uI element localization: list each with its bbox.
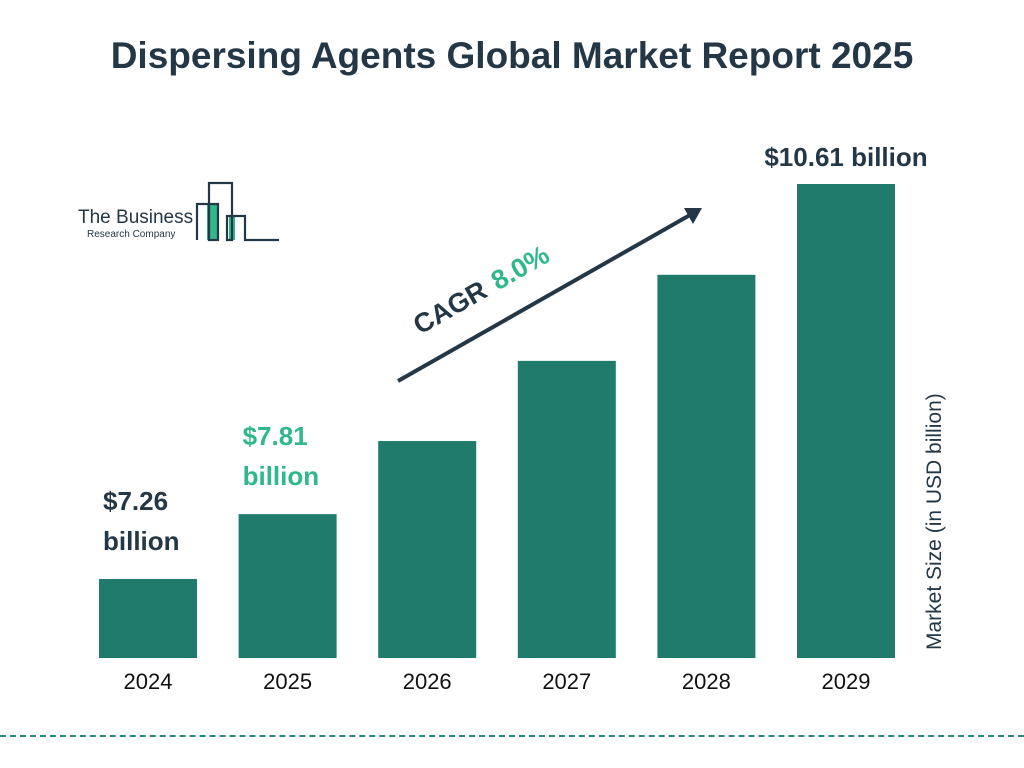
data-label: $10.61 billion bbox=[764, 142, 927, 172]
x-tick-label: 2027 bbox=[542, 669, 591, 694]
cagr-arrow-head bbox=[684, 208, 702, 224]
x-tick-label: 2028 bbox=[682, 669, 731, 694]
logo-bar-1 bbox=[207, 204, 218, 240]
bar-2026 bbox=[378, 441, 477, 658]
logo: The Business Research Company bbox=[78, 181, 279, 242]
bar-2027 bbox=[517, 360, 616, 658]
page-title: Dispersing Agents Global Market Report 2… bbox=[110, 35, 914, 76]
bar-2024 bbox=[99, 579, 197, 658]
cagr-label: CAGR bbox=[408, 275, 492, 340]
bar-2025 bbox=[238, 514, 337, 658]
bar-2028 bbox=[657, 274, 756, 658]
logo-outline bbox=[195, 181, 279, 242]
y-axis-label: Market Size (in USD billion) bbox=[923, 393, 946, 650]
cagr-value: 8.0% bbox=[486, 240, 554, 296]
logo-line2: Research Company bbox=[87, 229, 175, 240]
data-label: $7.81 billion bbox=[243, 421, 320, 491]
x-tick-label: 2025 bbox=[263, 669, 312, 694]
x-tick-label: 2026 bbox=[403, 669, 452, 694]
x-tick-label: 2024 bbox=[124, 669, 173, 694]
footer-divider bbox=[0, 735, 1024, 737]
cagr-arrow-line bbox=[397, 213, 691, 383]
data-label: $7.26 billion bbox=[103, 486, 180, 556]
bar-2029 bbox=[797, 184, 895, 658]
x-tick-label: 2029 bbox=[822, 669, 871, 694]
logo-line1: The Business bbox=[78, 207, 193, 228]
cagr-annotation: CAGR8.0% bbox=[397, 208, 702, 383]
svg-text:CAGR8.0%: CAGR8.0% bbox=[408, 240, 554, 341]
